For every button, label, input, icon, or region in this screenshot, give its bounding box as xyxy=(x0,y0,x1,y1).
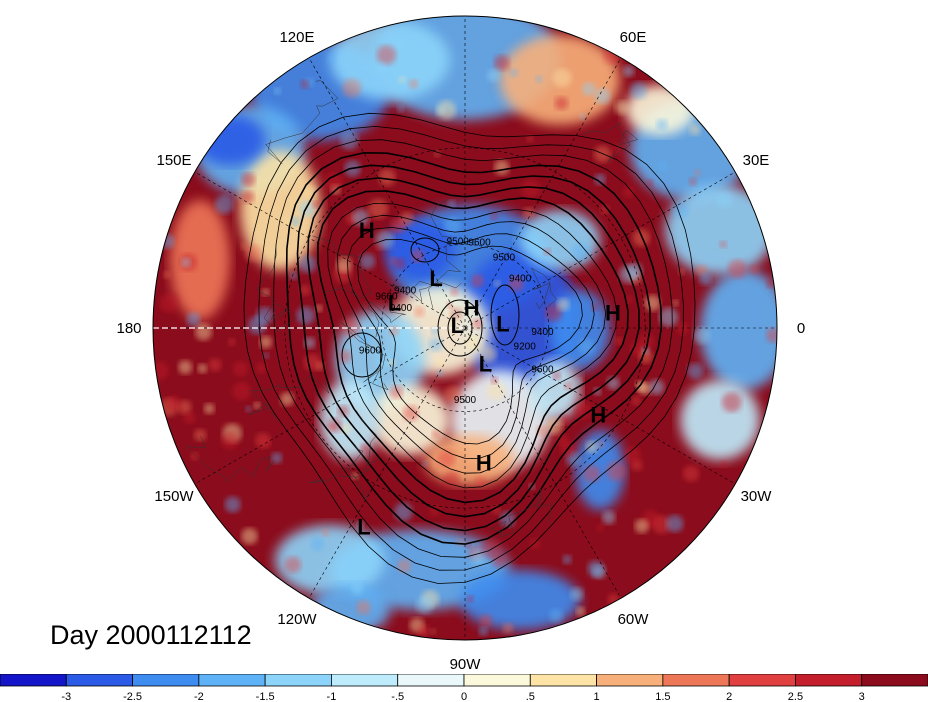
contour-value-label: 9400 xyxy=(394,285,417,296)
colorbar-swatch xyxy=(728,674,796,687)
longitude-label: 90E xyxy=(452,0,479,1)
low-pressure-label: L xyxy=(496,311,509,336)
contour-value-label: 9500 xyxy=(447,237,470,248)
low-pressure-label: L xyxy=(429,266,442,291)
colorbar-swatch xyxy=(861,674,928,687)
colorbar-swatch xyxy=(397,674,465,687)
contour-value-label: 9400 xyxy=(531,327,554,338)
colorbar-swatch xyxy=(463,674,531,687)
colorbar: -3 -2.5 -2 -1.5 -1 -.5 0 .5 1 1.5 2 2.5 3 xyxy=(0,674,928,702)
high-pressure-label: H xyxy=(605,300,621,325)
colorbar-swatch xyxy=(596,674,664,687)
colorbar-tick-label: .5 xyxy=(526,691,535,702)
contour-value-label: 9500 xyxy=(454,395,477,406)
polar-stereographic-map: 90E 60E 30E 0 30W 60W 90W 120W 150W 180 150E 120E H… xyxy=(116,0,805,670)
low-pressure-label: L xyxy=(388,290,401,315)
colorbar-swatch xyxy=(795,674,863,687)
high-pressure-label: H xyxy=(590,403,606,428)
contour-value-label: 9600 xyxy=(468,238,491,249)
colorbar-swatch xyxy=(198,674,266,687)
high-pressure-label: H xyxy=(464,295,480,320)
longitude-label: 150W xyxy=(154,488,194,505)
plot-title: Day 2000112112 xyxy=(50,620,252,650)
colorbar-tick-label: 1 xyxy=(594,691,600,702)
contour-value-label: 9400 xyxy=(509,274,532,285)
longitude-label: 30E xyxy=(743,152,770,169)
lat-lon-grid xyxy=(152,15,778,641)
contour-value-label: 9600 xyxy=(375,291,398,302)
contour-value-label: 9400 xyxy=(390,303,413,314)
longitude-label: 120W xyxy=(277,611,317,628)
contour-value-label: 9200 xyxy=(514,342,537,353)
longitude-label: 180 xyxy=(116,320,141,337)
colorbar-tick-label: -3 xyxy=(61,691,71,702)
colorbar-swatch xyxy=(0,674,67,687)
colorbar-swatch xyxy=(331,674,399,687)
longitude-label: 60E xyxy=(620,29,647,46)
colorbar-swatch xyxy=(662,674,730,687)
low-pressure-label: L xyxy=(357,514,370,539)
colorbar-swatch xyxy=(529,674,597,687)
longitude-label: 120E xyxy=(279,29,314,46)
colorbar-tick-label: 0 xyxy=(461,691,467,702)
contour-value-label: 9600 xyxy=(359,345,382,356)
colorbar-tick-label: -2.5 xyxy=(123,691,142,702)
colorbar-swatch xyxy=(132,674,200,687)
colorbar-tick-label: -1.5 xyxy=(256,691,275,702)
longitude-label: 60W xyxy=(618,611,650,628)
longitude-label: 0 xyxy=(797,320,805,337)
longitude-label: 150E xyxy=(156,152,191,169)
colorbar-swatch xyxy=(65,674,133,687)
longitude-label: 30W xyxy=(741,488,773,505)
colorbar-tick-label: 3 xyxy=(859,691,865,702)
colorbar-tick-label: -.5 xyxy=(391,691,404,702)
colorbar-tick-label: -2 xyxy=(194,691,204,702)
low-pressure-label: L xyxy=(451,313,464,338)
colorbar-tick-label: -1 xyxy=(327,691,337,702)
colorbar-swatch xyxy=(264,674,332,687)
high-pressure-label: H xyxy=(476,450,492,475)
longitude-label: 90W xyxy=(450,656,482,670)
contour-value-label: 9500 xyxy=(493,253,516,264)
colorbar-tick-label: 2 xyxy=(726,691,732,702)
low-pressure-label: L xyxy=(479,352,492,377)
contour-value-label: 9600 xyxy=(531,365,554,376)
high-pressure-label: H xyxy=(359,218,375,243)
longitude-labels: 90E 60E 30E 0 30W 60W 90W 120W 150W 180 150E 120E xyxy=(116,0,805,670)
colorbar-tick-label: 2.5 xyxy=(788,691,803,702)
colorbar-tick-label: 1.5 xyxy=(655,691,670,702)
